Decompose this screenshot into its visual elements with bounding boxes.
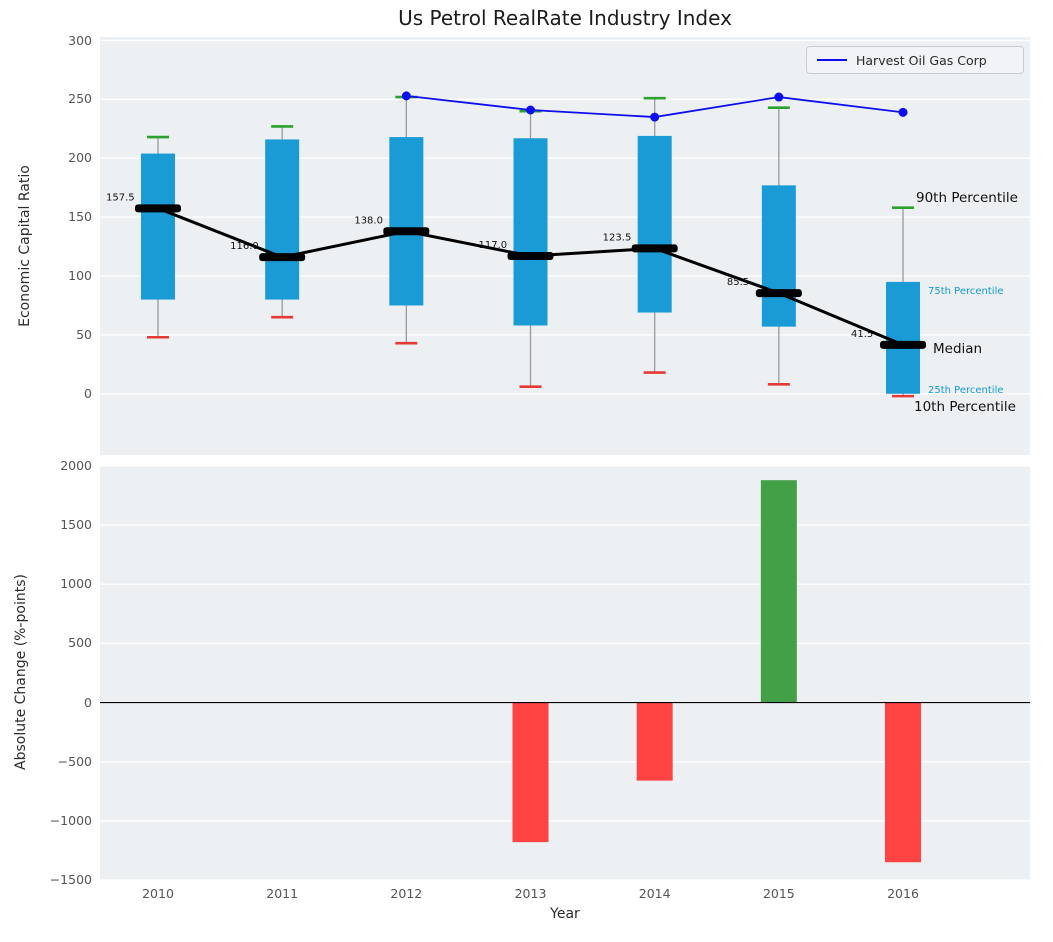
bottom-y-tick-label: 500 xyxy=(68,635,92,651)
annotation-75th-percentile: 75th Percentile xyxy=(928,286,1004,297)
change-bar xyxy=(885,702,922,863)
bottom-y-tick-label: 2000 xyxy=(60,458,92,473)
bottom-y-tick-label: 0 xyxy=(84,694,92,710)
legend: Harvest Oil Gas Corp xyxy=(806,46,1024,74)
legend-series-label: Harvest Oil Gas Corp xyxy=(856,52,987,68)
annotation-25th-percentile: 25th Percentile xyxy=(928,385,1004,396)
median-bar xyxy=(135,204,181,213)
top-y-tick-label: 300 xyxy=(68,32,92,48)
top-plot-area: 157.5 116.0 138.0 117.0 123.5 85.5 41.5 xyxy=(100,37,1030,455)
harvest-marker xyxy=(401,91,411,101)
median-bar xyxy=(383,227,430,236)
change-bar xyxy=(760,480,797,703)
median-bar xyxy=(755,289,802,298)
x-tick-label: 2010 xyxy=(142,886,174,901)
bottom-plot-area xyxy=(100,466,1030,880)
annotation-90th-percentile: 90th Percentile xyxy=(916,190,1018,206)
harvest-marker xyxy=(898,107,908,117)
x-tick-label: 2016 xyxy=(887,886,919,901)
iqr-box xyxy=(761,185,796,327)
x-tick-label: 2011 xyxy=(266,886,299,901)
median-value-label: 116.0 xyxy=(230,241,259,252)
top-y-tick-label: 50 xyxy=(76,326,92,342)
top-y-tick-label: 250 xyxy=(68,91,92,107)
bottom-y-tick-label: 1000 xyxy=(60,576,92,592)
median-bar xyxy=(259,253,306,262)
iqr-box xyxy=(513,138,548,326)
median-value-label: 117.0 xyxy=(479,240,508,251)
median-value-label: 85.5 xyxy=(727,277,749,288)
annotation-10th-percentile: 10th Percentile xyxy=(914,399,1016,415)
x-tick-label: 2013 xyxy=(514,886,547,901)
iqr-box xyxy=(265,139,300,300)
x-tick-label: 2014 xyxy=(638,886,671,901)
bottom-y-axis-label: Absolute Change (%-points) xyxy=(13,574,29,770)
bottom-y-tick-label: −1500 xyxy=(49,872,92,887)
top-y-tick-label: 0 xyxy=(84,385,92,401)
legend-line-sample-icon xyxy=(817,59,847,61)
harvest-marker xyxy=(774,92,784,102)
barchart-svg xyxy=(100,466,1030,880)
median-value-label: 157.5 xyxy=(106,192,135,203)
change-bar xyxy=(636,702,673,781)
top-y-tick-label: 100 xyxy=(68,268,92,284)
iqr-box xyxy=(141,153,175,300)
median-bar xyxy=(507,252,554,261)
median-bar xyxy=(631,244,678,253)
iqr-box xyxy=(886,281,921,394)
top-y-tick-label: 150 xyxy=(68,209,92,225)
top-y-axis-label: Economic Capital Ratio xyxy=(17,165,33,327)
harvest-marker xyxy=(526,105,536,115)
iqr-box xyxy=(637,135,672,313)
iqr-box xyxy=(389,137,424,306)
harvest-marker xyxy=(650,112,660,122)
bottom-y-tick-label: −500 xyxy=(57,753,92,769)
x-tick-label: 2012 xyxy=(390,886,423,901)
median-value-label: 41.5 xyxy=(851,329,873,340)
change-bar xyxy=(512,702,549,843)
annotation-median: Median xyxy=(933,341,983,357)
median-value-label: 138.0 xyxy=(354,215,383,226)
x-tick-label: 2015 xyxy=(762,886,795,901)
median-bar xyxy=(880,340,927,349)
median-value-label: 123.5 xyxy=(603,232,632,243)
bottom-y-tick-label: 1500 xyxy=(60,517,92,533)
bottom-y-tick-label: −1000 xyxy=(49,812,92,828)
chart-title: Us Petrol RealRate Industry Index xyxy=(398,6,732,30)
top-y-tick-label: 200 xyxy=(68,150,92,166)
x-axis-label: Year xyxy=(550,906,580,922)
boxplot-svg: 157.5 116.0 138.0 117.0 123.5 85.5 41.5 xyxy=(100,39,1030,398)
